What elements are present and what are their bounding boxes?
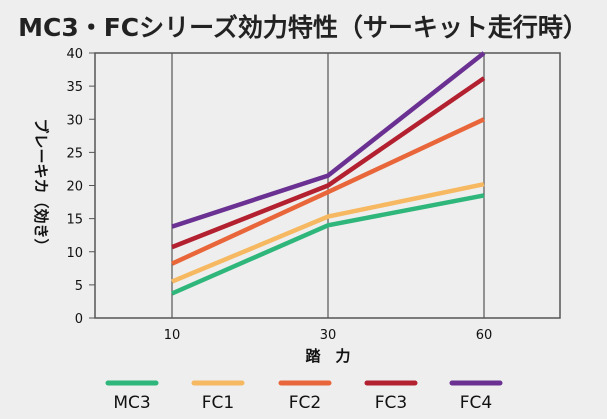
y-axis-ticks: 0 5 10 15 20 25 30 35 40 — [66, 47, 95, 327]
x-tick-30: 30 — [320, 328, 337, 343]
x-axis-label: 踏 力 — [305, 347, 350, 365]
x-tick-60: 60 — [476, 328, 493, 343]
legend: MC3 FC1 FC2 FC3 FC4 — [105, 380, 503, 413]
x-axis-ticks: 10 30 60 — [164, 328, 493, 343]
legend-label-fc2: FC2 — [289, 393, 321, 413]
chart-title: MC3・FCシリーズ効力特性（サーキット走行時） — [18, 13, 588, 42]
y-tick-25: 25 — [66, 146, 83, 161]
y-tick-30: 30 — [66, 113, 83, 128]
legend-label-mc3: MC3 — [113, 393, 150, 413]
series-lines — [171, 51, 486, 296]
y-axis-label: ブレーキカ（効き） — [32, 118, 50, 253]
y-tick-35: 35 — [66, 80, 83, 95]
y-tick-0: 0 — [75, 312, 83, 327]
y-tick-10: 10 — [66, 246, 83, 261]
legend-label-fc3: FC3 — [375, 393, 407, 413]
x-tick-10: 10 — [164, 328, 181, 343]
y-tick-15: 15 — [66, 213, 83, 228]
y-tick-5: 5 — [75, 279, 83, 294]
legend-label-fc4: FC4 — [460, 393, 492, 413]
y-tick-40: 40 — [66, 47, 83, 62]
legend-label-fc1: FC1 — [202, 393, 234, 413]
y-tick-20: 20 — [66, 180, 83, 195]
